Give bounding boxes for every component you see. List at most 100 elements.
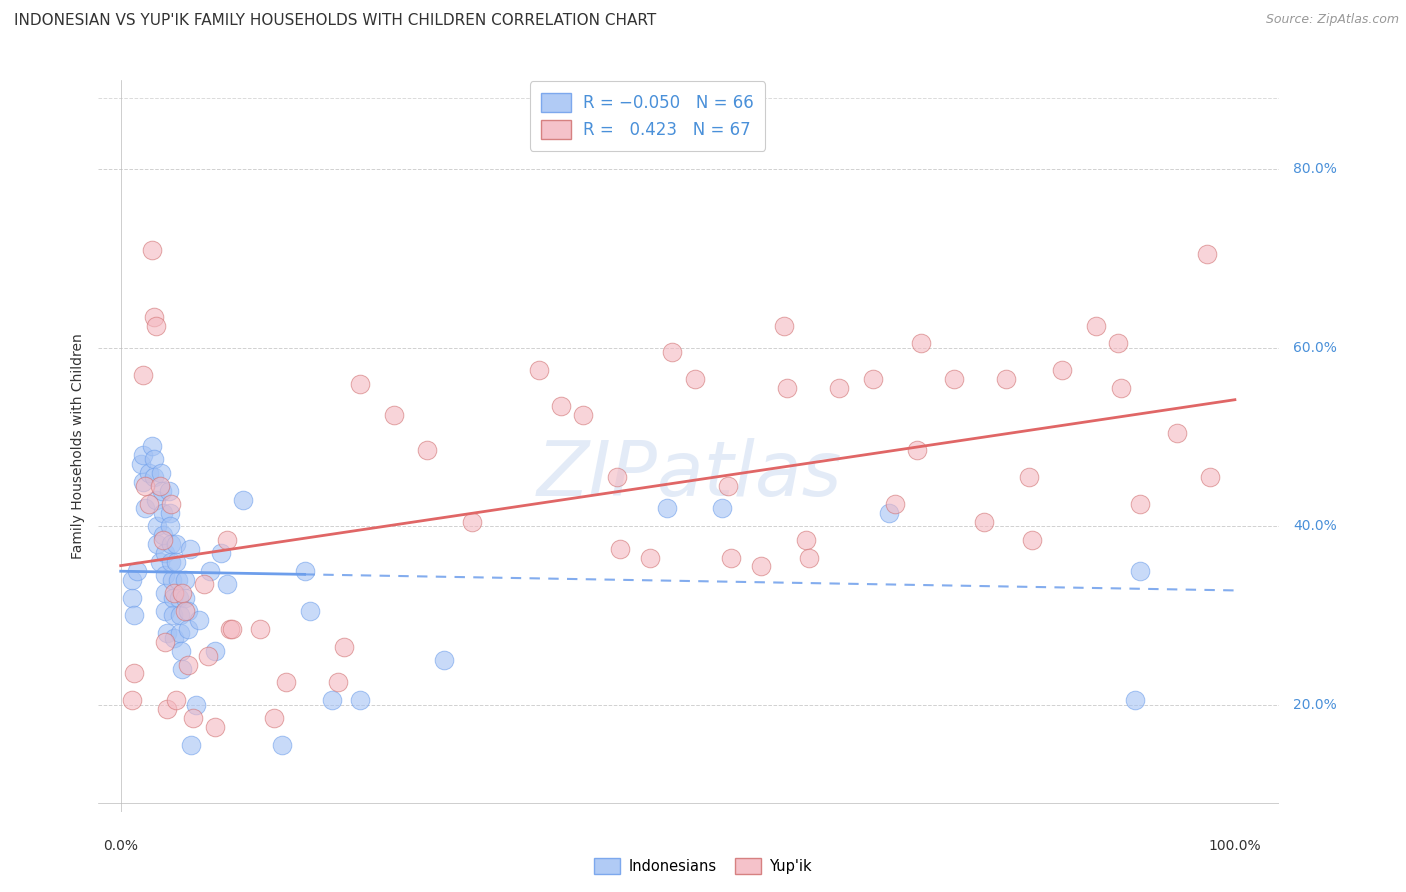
Point xyxy=(129,457,152,471)
Point xyxy=(127,564,149,578)
Point xyxy=(720,550,742,565)
Point xyxy=(145,492,167,507)
Point xyxy=(198,564,221,578)
Point xyxy=(143,310,166,324)
Point xyxy=(751,559,773,574)
Point xyxy=(156,702,179,716)
Point xyxy=(179,541,201,556)
Text: 100.0%: 100.0% xyxy=(1209,839,1261,854)
Point xyxy=(165,537,187,551)
Point xyxy=(1018,470,1040,484)
Point xyxy=(159,506,181,520)
Text: Source: ZipAtlas.com: Source: ZipAtlas.com xyxy=(1265,13,1399,27)
Point xyxy=(332,640,354,654)
Point xyxy=(181,711,204,725)
Point xyxy=(219,622,242,636)
Point xyxy=(382,408,405,422)
Point xyxy=(973,515,995,529)
Point xyxy=(174,604,197,618)
Point xyxy=(1166,425,1188,440)
Point xyxy=(271,738,294,752)
Point xyxy=(132,368,155,382)
Point xyxy=(905,443,928,458)
Point xyxy=(1199,470,1222,484)
Point xyxy=(799,550,821,565)
Point xyxy=(156,626,179,640)
Point xyxy=(274,675,297,690)
Point xyxy=(683,372,706,386)
Point xyxy=(1021,533,1043,547)
Point xyxy=(776,381,799,395)
Point xyxy=(166,573,188,587)
Point xyxy=(299,604,322,618)
Point xyxy=(572,408,595,422)
Point xyxy=(121,573,143,587)
Point xyxy=(605,470,627,484)
Point xyxy=(167,591,190,605)
Point xyxy=(152,528,174,542)
Point xyxy=(134,479,156,493)
Point xyxy=(155,635,177,649)
Point xyxy=(209,546,232,560)
Point xyxy=(169,626,191,640)
Point xyxy=(132,448,155,462)
Point xyxy=(215,577,238,591)
Point xyxy=(550,399,572,413)
Point xyxy=(186,698,208,712)
Text: INDONESIAN VS YUP'IK FAMILY HOUSEHOLDS WITH CHILDREN CORRELATION CHART: INDONESIAN VS YUP'IK FAMILY HOUSEHOLDS W… xyxy=(14,13,657,29)
Point xyxy=(152,533,174,547)
Point xyxy=(717,479,740,493)
Text: 80.0%: 80.0% xyxy=(1294,162,1337,177)
Point xyxy=(176,657,198,672)
Point xyxy=(146,519,169,533)
Point xyxy=(349,376,371,391)
Point xyxy=(150,483,173,498)
Point xyxy=(160,537,183,551)
Point xyxy=(138,466,160,480)
Text: 20.0%: 20.0% xyxy=(1294,698,1337,712)
Point xyxy=(1129,497,1152,511)
Point xyxy=(162,591,184,605)
Point xyxy=(143,452,166,467)
Point xyxy=(163,631,186,645)
Point xyxy=(160,573,183,587)
Point xyxy=(176,622,198,636)
Point xyxy=(165,555,187,569)
Point xyxy=(141,439,163,453)
Point xyxy=(204,720,226,734)
Point xyxy=(176,604,198,618)
Point xyxy=(170,662,193,676)
Point xyxy=(794,533,817,547)
Point xyxy=(943,372,966,386)
Point xyxy=(995,372,1018,386)
Point xyxy=(149,479,172,493)
Point xyxy=(155,586,177,600)
Point xyxy=(138,497,160,511)
Text: 0.0%: 0.0% xyxy=(103,839,138,854)
Text: 60.0%: 60.0% xyxy=(1294,341,1337,355)
Y-axis label: Family Households with Children: Family Households with Children xyxy=(70,333,84,559)
Point xyxy=(155,546,177,560)
Point xyxy=(204,644,226,658)
Point xyxy=(165,693,187,707)
Point xyxy=(711,501,734,516)
Point xyxy=(132,475,155,489)
Point xyxy=(163,586,186,600)
Point xyxy=(416,443,439,458)
Point xyxy=(187,613,209,627)
Point xyxy=(321,693,343,707)
Point xyxy=(1107,336,1129,351)
Point xyxy=(174,573,197,587)
Point xyxy=(146,537,169,551)
Point xyxy=(180,738,202,752)
Point xyxy=(655,501,678,516)
Point xyxy=(460,515,482,529)
Point xyxy=(215,533,238,547)
Point xyxy=(326,675,349,690)
Point xyxy=(1129,564,1152,578)
Point xyxy=(193,577,215,591)
Point xyxy=(910,336,932,351)
Point xyxy=(249,622,271,636)
Point xyxy=(1084,318,1107,333)
Point xyxy=(661,345,683,359)
